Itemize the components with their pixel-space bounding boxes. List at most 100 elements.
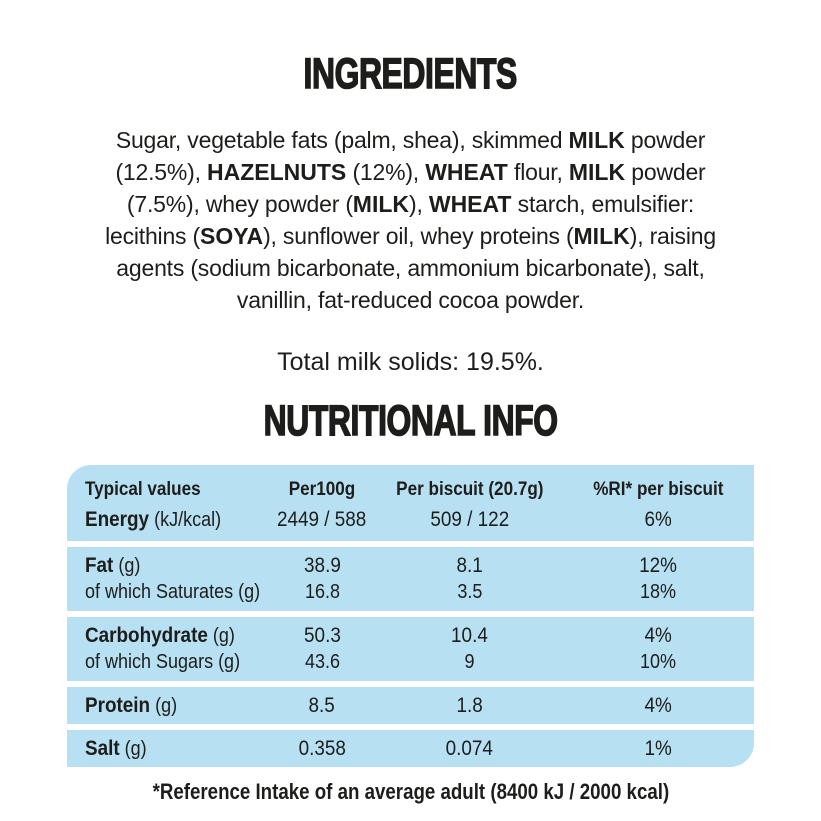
ingredient-text: agents (sodium bicarbonate, ammonium bic… — [116, 255, 705, 281]
table-band: Typical values Per100g Per biscuit (20.7g)… — [67, 465, 754, 541]
cell-text: 3.5 — [456, 581, 483, 603]
ingredients-line: lecithins (SOYA), sunflower oil, whey pr… — [0, 220, 821, 252]
table-band: Salt (g) 0.358 0.074 1% — [67, 730, 754, 767]
nutrient-name: Protein — [85, 693, 151, 717]
nutrient-value: 1.8 — [377, 694, 562, 718]
cell-text: 8.5 — [308, 693, 336, 717]
nutrient-value: 0.358 — [267, 737, 377, 761]
nutrient-value: 18% — [562, 581, 754, 604]
ingredient-text: powder — [624, 127, 706, 153]
ingredients-line: agents (sodium bicarbonate, ammonium bic… — [0, 252, 821, 284]
nutrient-name: Carbohydrate — [85, 623, 208, 647]
nutrient-value: 43.6 — [267, 651, 377, 674]
cell-text: 16.8 — [304, 581, 340, 603]
nutrition-table: Typical values Per100g Per biscuit (20.7g)… — [67, 465, 754, 767]
nutrient-name: Salt — [85, 736, 120, 760]
table-row: of which Saturates (g) 16.8 3.5 18% — [67, 579, 754, 606]
nutrient-label: Salt (g) — [67, 737, 267, 761]
cell-text: 50.3 — [303, 623, 341, 647]
cell-text: 10% — [639, 651, 677, 673]
nutrient-name: Fat — [85, 553, 114, 577]
cell-text: Typical values — [85, 478, 201, 500]
ingredients-text: Sugar, vegetable fats (palm, shea), skim… — [0, 124, 821, 316]
allergen-text: WHEAT — [428, 191, 512, 217]
ingredient-text: Sugar, vegetable fats (palm, shea), skim… — [115, 127, 569, 153]
ingredient-text: (7.5%), whey powder ( — [126, 191, 353, 217]
ingredient-text: (12.5%), — [115, 159, 207, 185]
cell-text: 8.1 — [456, 553, 483, 577]
table-band: Carbohydrate (g) 50.3 10.4 4% of which Sugar… — [67, 617, 754, 681]
nutrient-value: 38.9 — [267, 554, 377, 578]
cell-text: 1% — [644, 736, 672, 760]
nutrient-name: Energy — [85, 507, 150, 531]
table-header-row: Typical values Per100g Per biscuit (20.7g)… — [67, 473, 754, 506]
ingredients-line: vanillin, fat-reduced cocoa powder. — [0, 284, 821, 316]
nutrient-value: 4% — [562, 624, 754, 648]
nutrient-name: of which Sugars (g) — [85, 651, 241, 673]
reference-intake-text: *Reference Intake of an average adult (8… — [152, 779, 669, 804]
nutrition-title-text: NUTRITIONAL INFO — [263, 397, 559, 445]
nutrient-value: 9 — [377, 651, 562, 674]
allergen-text: WHEAT — [425, 159, 508, 185]
nutrient-value: 8.5 — [267, 694, 377, 718]
nutrient-label: Energy (kJ/kcal) — [67, 508, 267, 532]
cell-text: Carbohydrate (g) — [85, 624, 235, 648]
table-row: of which Sugars (g) 43.6 9 10% — [67, 649, 754, 676]
cell-text: 18% — [639, 581, 677, 603]
ingredient-text: powder — [625, 159, 706, 185]
cell-text: 9 — [464, 651, 475, 673]
cell-text: 2449 / 588 — [277, 507, 367, 531]
ingredient-text: vanillin, fat-reduced cocoa powder. — [236, 287, 585, 313]
ingredients-line: (12.5%), HAZELNUTS (12%), WHEAT flour, M… — [0, 156, 821, 188]
cell-text: 0.358 — [298, 736, 346, 760]
cell-text: Energy (kJ/kcal) — [85, 508, 221, 532]
nutrient-value: 10% — [562, 651, 754, 674]
cell-text: 6% — [644, 507, 672, 531]
nutrient-value: 16.8 — [267, 581, 377, 604]
allergen-text: MILK — [573, 223, 630, 249]
nutrient-value: 10.4 — [377, 624, 562, 648]
ingredients-line: Sugar, vegetable fats (palm, shea), skim… — [0, 124, 821, 156]
allergen-text: SOYA — [200, 223, 264, 249]
cell-text: Salt (g) — [85, 737, 147, 761]
cell-text: 4% — [644, 623, 672, 647]
nutrient-label: Protein (g) — [67, 694, 267, 718]
ingredients-title-text: INGREDIENTS — [303, 50, 518, 98]
ingredient-text: flour, — [507, 159, 569, 185]
table-band: Protein (g) 8.5 1.8 4% — [67, 687, 754, 724]
nutrient-label: Fat (g) — [67, 554, 267, 578]
nutrient-unit: (kJ/kcal) — [149, 508, 222, 531]
nutrient-unit: (g) — [113, 554, 141, 577]
nutrient-value: 3.5 — [377, 581, 562, 604]
cell-text: %RI* per biscuit — [592, 478, 724, 500]
cell-text: Protein (g) — [85, 694, 177, 718]
ingredients-line: (7.5%), whey powder (MILK), WHEAT starch… — [0, 188, 821, 220]
nutrient-value: 0.074 — [377, 737, 562, 761]
cell-text: Per biscuit (20.7g) — [395, 478, 544, 500]
cell-text: 509 / 122 — [430, 507, 509, 531]
column-header: Typical values — [67, 479, 267, 501]
ingredient-text: lecithins ( — [105, 223, 201, 249]
nutrient-value: 1% — [562, 737, 754, 761]
table-row: Fat (g) 38.9 8.1 12% — [67, 552, 754, 579]
table-row: Carbohydrate (g) 50.3 10.4 4% — [67, 622, 754, 649]
cell-text: of which Sugars (g) — [85, 651, 240, 674]
nutrient-value: 6% — [562, 508, 754, 532]
allergen-text: MILK — [568, 127, 625, 153]
nutrient-unit: (g) — [119, 737, 147, 760]
cell-text: 10.4 — [451, 623, 488, 647]
cell-text: 12% — [639, 553, 677, 577]
nutrient-unit: (g) — [150, 694, 178, 717]
cell-text: 1.8 — [456, 693, 483, 717]
table-row: Energy (kJ/kcal) 2449 / 588 509 / 122 6% — [67, 506, 754, 533]
cell-text: 0.074 — [445, 736, 494, 760]
allergen-text: HAZELNUTS — [206, 159, 347, 185]
nutrient-label: of which Saturates (g) — [67, 581, 267, 604]
nutrient-value: 509 / 122 — [377, 508, 562, 532]
ingredient-text: ), — [409, 191, 429, 217]
ingredient-text: ), raising — [629, 223, 716, 249]
table-row: Salt (g) 0.358 0.074 1% — [67, 735, 754, 762]
nutrient-unit: (g) — [207, 624, 235, 647]
nutrient-value: 2449 / 588 — [267, 508, 377, 532]
cell-text: of which Saturates (g) — [85, 581, 260, 604]
